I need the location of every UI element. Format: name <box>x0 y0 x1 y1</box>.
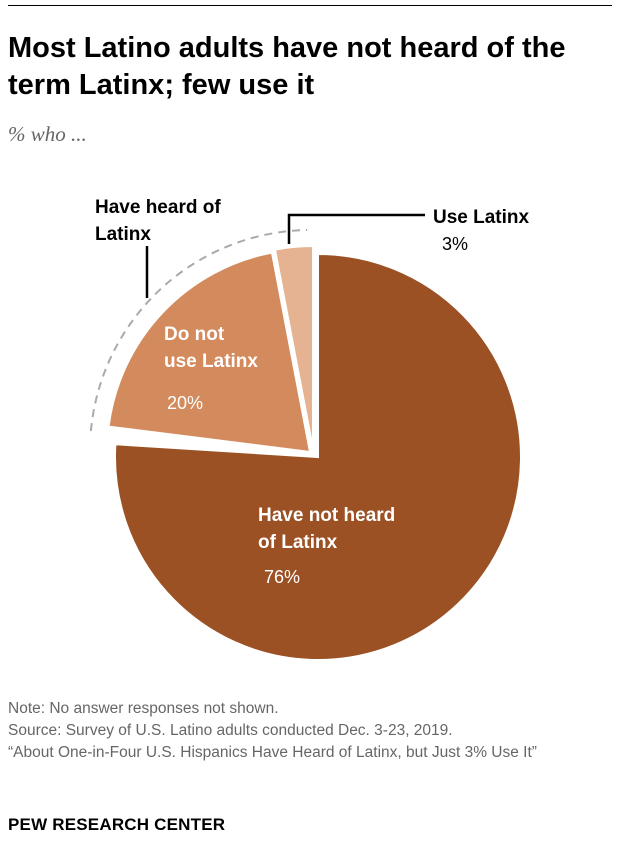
brand-logo-text: PEW RESEARCH CENTER <box>8 815 226 834</box>
use-latinx-label: Use Latinx <box>433 207 530 228</box>
pie-slice-do-not-use-latinx <box>107 251 312 454</box>
pie-slice-use-latinx <box>273 244 314 450</box>
use-latinx-value: 3% <box>442 234 468 254</box>
chart-notes: Note: No answer responses not shown. Sou… <box>8 698 618 764</box>
top-rule <box>8 5 612 6</box>
do-not-use-label: Do not use Latinx <box>164 324 258 372</box>
source-text: Source: Survey of U.S. Latino adults con… <box>8 722 453 739</box>
pie-chart: Have heard of Latinx Use Latinx 3% Do no… <box>89 197 530 661</box>
have-heard-label: Have heard of Latinx <box>95 197 226 245</box>
chart-subtitle: % who ... <box>8 122 87 146</box>
pie-slice-have-not-heard-of-latinx <box>114 252 522 661</box>
chart-title: Most Latino adults have not heard of the… <box>8 32 566 101</box>
pie-slices <box>107 244 522 661</box>
have-not-heard-label: Have not heard of Latinx <box>258 505 401 553</box>
report-title-text: “About One-in-Four U.S. Hispanics Have H… <box>8 744 537 761</box>
use-latinx-leader-line <box>287 213 425 244</box>
have-not-heard-value: 76% <box>264 567 300 587</box>
have-heard-group-arc <box>89 229 308 432</box>
note-text: Note: No answer responses not shown. <box>8 700 279 717</box>
do-not-use-value: 20% <box>167 393 203 413</box>
